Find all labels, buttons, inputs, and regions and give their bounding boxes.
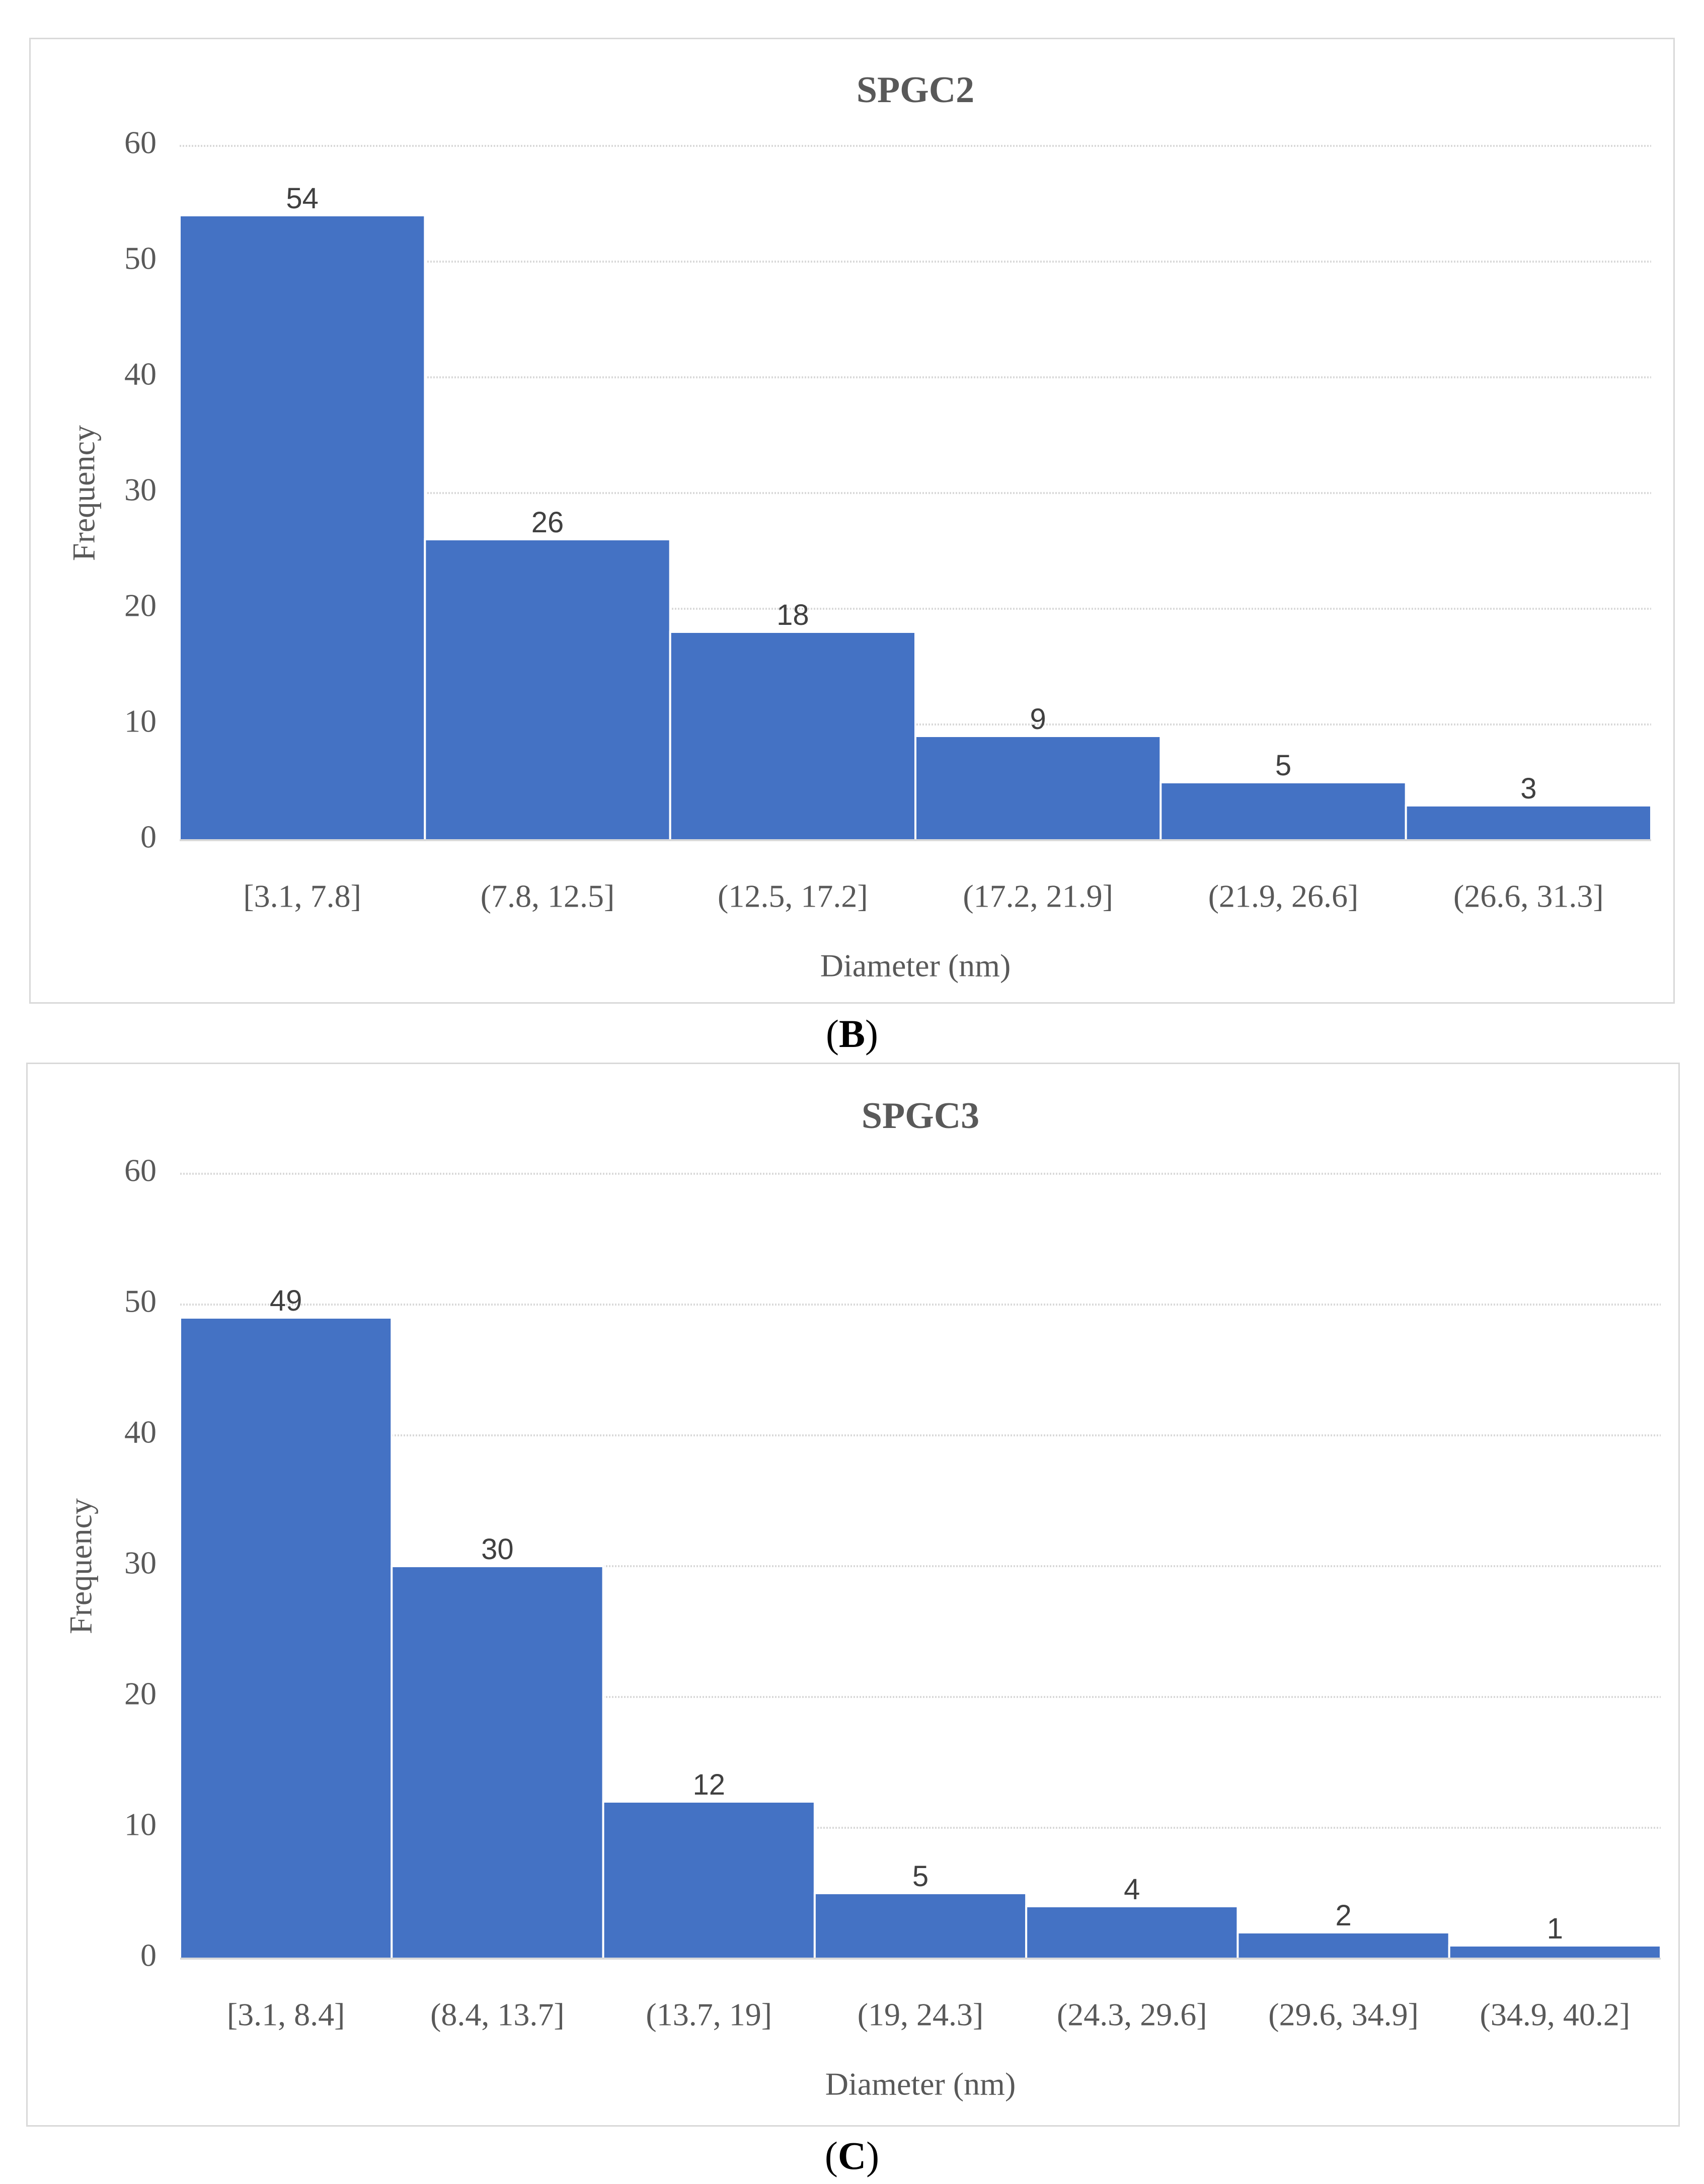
y-tick-label: 30 [124, 472, 157, 508]
y-tick-label: 50 [124, 1283, 157, 1319]
data-label: 12 [692, 1768, 725, 1801]
x-tick-label: (19, 24.3] [858, 1997, 984, 2033]
data-label: 9 [1030, 703, 1046, 736]
x-tick-label: (7.8, 12.5] [481, 878, 615, 914]
bar [424, 538, 671, 841]
y-tick-label: 10 [124, 703, 157, 739]
bar [391, 1565, 604, 1960]
data-label: 5 [912, 1860, 928, 1893]
data-label: 3 [1520, 772, 1536, 805]
y-tick-label: 40 [124, 1414, 157, 1450]
bar [914, 735, 1162, 841]
x-tick-label: (26.6, 31.3] [1453, 878, 1604, 914]
data-label: 2 [1335, 1899, 1351, 1932]
chart-title: SPGC2 [857, 69, 974, 111]
x-tick-label: [3.1, 7.8] [243, 878, 361, 914]
caption-letter: B [838, 1012, 866, 1056]
bar [813, 1892, 1028, 1960]
chart-title: SPGC3 [862, 1095, 979, 1137]
caption-c: (C) [0, 2133, 1704, 2178]
x-axis-title: Diameter (nm) [820, 948, 1011, 984]
x-tick-label: (21.9, 26.6] [1208, 878, 1359, 914]
data-label: 4 [1124, 1873, 1140, 1906]
bar [1405, 804, 1653, 841]
y-tick-label: 0 [140, 1937, 157, 1973]
x-tick-label: (13.7, 19] [646, 1997, 772, 2033]
y-tick-label: 20 [124, 588, 157, 623]
caption-close-paren: ) [866, 2134, 880, 2177]
x-tick-label: (24.3, 29.6] [1057, 1997, 1207, 2033]
chart-panel-spgc2: SPGC2 0 10 20 30 40 50 60 54 [3.1, 7.8] 26 (7.8, 12… [29, 38, 1675, 1004]
data-label: 1 [1547, 1912, 1563, 1945]
bar [1159, 781, 1407, 841]
y-tick-label: 60 [124, 1153, 157, 1188]
bar [1236, 1931, 1450, 1960]
caption-letter: C [837, 2134, 867, 2177]
data-label: 5 [1275, 749, 1291, 782]
x-tick-label: (12.5, 17.2] [718, 878, 868, 914]
y-tick-label: 10 [124, 1807, 157, 1842]
chart-panel-spgc3: SPGC3 0 10 20 30 40 50 60 49 [3.1, 8.4] 30 (8.4, 13… [26, 1063, 1680, 2127]
bar [669, 631, 916, 841]
y-tick-label: 60 [124, 125, 157, 160]
y-tick-label: 30 [124, 1545, 157, 1581]
data-label: 54 [286, 182, 319, 215]
data-label: 26 [531, 506, 564, 539]
y-tick-label: 50 [124, 240, 157, 276]
x-tick-label: (34.9, 40.2] [1480, 1997, 1631, 2033]
histogram-spgc3: SPGC3 0 10 20 30 40 50 60 49 [3.1, 8.4] 30 (8.4, 13… [63, 1095, 1662, 2102]
y-axis-title: Frequency [63, 1498, 99, 1634]
caption-close-paren: ) [865, 1012, 878, 1056]
y-tick-label: 0 [140, 819, 157, 855]
y-tick-label: 40 [124, 356, 157, 392]
caption-b: (B) [0, 1011, 1704, 1057]
x-tick-label: (17.2, 21.9] [963, 878, 1113, 914]
bar [1448, 1945, 1662, 1960]
caption-open-paren: ( [826, 1012, 839, 1056]
data-label: 18 [777, 599, 809, 631]
bar [602, 1801, 816, 1960]
bar [179, 1317, 393, 1960]
y-tick-label: 20 [124, 1676, 157, 1712]
data-label: 30 [481, 1533, 514, 1566]
histogram-spgc2: SPGC2 0 10 20 30 40 50 60 54 [3.1, 7.8] 26 (7.8, 12… [66, 69, 1653, 984]
caption-open-paren: ( [824, 2134, 838, 2177]
x-axis-title: Diameter (nm) [825, 2066, 1016, 2102]
x-tick-label: [3.1, 8.4] [227, 1997, 345, 2033]
bar [179, 214, 426, 841]
bar [1025, 1905, 1239, 1960]
x-tick-label: (29.6, 34.9] [1268, 1997, 1419, 2033]
data-label: 49 [270, 1284, 302, 1317]
x-tick-label: (8.4, 13.7] [430, 1997, 565, 2033]
y-axis-title: Frequency [66, 425, 102, 561]
